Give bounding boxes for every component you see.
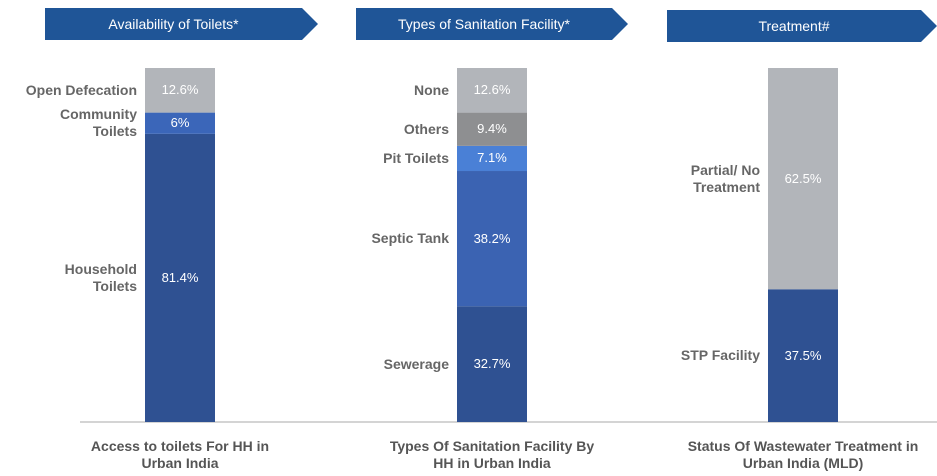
value-label: 37.5% <box>784 347 822 363</box>
bar-segment <box>768 68 838 290</box>
value-label: 12.6% <box>473 82 511 98</box>
value-label: 9.4% <box>477 121 507 137</box>
segment-label: Pit Toilets <box>383 149 449 166</box>
value-label: 6% <box>170 115 190 131</box>
segment-label: Household Toilets <box>64 260 137 294</box>
segment-label: Community Toilets <box>60 106 137 140</box>
segment-label: Partial/ No Treatment <box>690 161 760 195</box>
value-label: 81.4% <box>161 269 199 285</box>
value-label: 12.6% <box>161 82 199 98</box>
value-label: 7.1% <box>477 150 507 166</box>
segment-label: STP Facility <box>680 347 760 364</box>
segment-label: Open Defecation <box>25 81 137 98</box>
x-axis-label: Status Of Wastewater Treatment in Urban … <box>687 438 919 471</box>
value-label: 38.2% <box>473 230 511 246</box>
banner-title: Types of Sanitation Facility* <box>398 16 570 32</box>
bar-segment <box>768 289 838 422</box>
bar-segment <box>457 68 527 113</box>
bar-segment <box>457 145 527 172</box>
bar-segment <box>145 133 215 422</box>
bar-segment <box>457 171 527 307</box>
bar-segment <box>457 306 527 422</box>
segment-label: Sewerage <box>383 355 449 372</box>
bar-segment <box>145 68 215 113</box>
segment-label: None <box>414 81 449 98</box>
banner <box>356 8 628 40</box>
banner <box>45 8 318 40</box>
value-label: 32.7% <box>473 356 511 372</box>
banner <box>667 10 937 42</box>
banner-title: Availability of Toilets* <box>108 16 239 32</box>
bar-segment <box>457 112 527 146</box>
x-axis-label: Access to toilets For HH in Urban India <box>90 438 270 471</box>
value-label: 62.5% <box>784 170 822 186</box>
bar-segment <box>145 112 215 134</box>
segment-label: Others <box>403 120 449 137</box>
banner-title: Treatment# <box>758 18 830 34</box>
segment-label: Septic Tank <box>371 230 449 247</box>
x-axis-label: Types Of Sanitation Facility By HH in Ur… <box>389 438 595 471</box>
